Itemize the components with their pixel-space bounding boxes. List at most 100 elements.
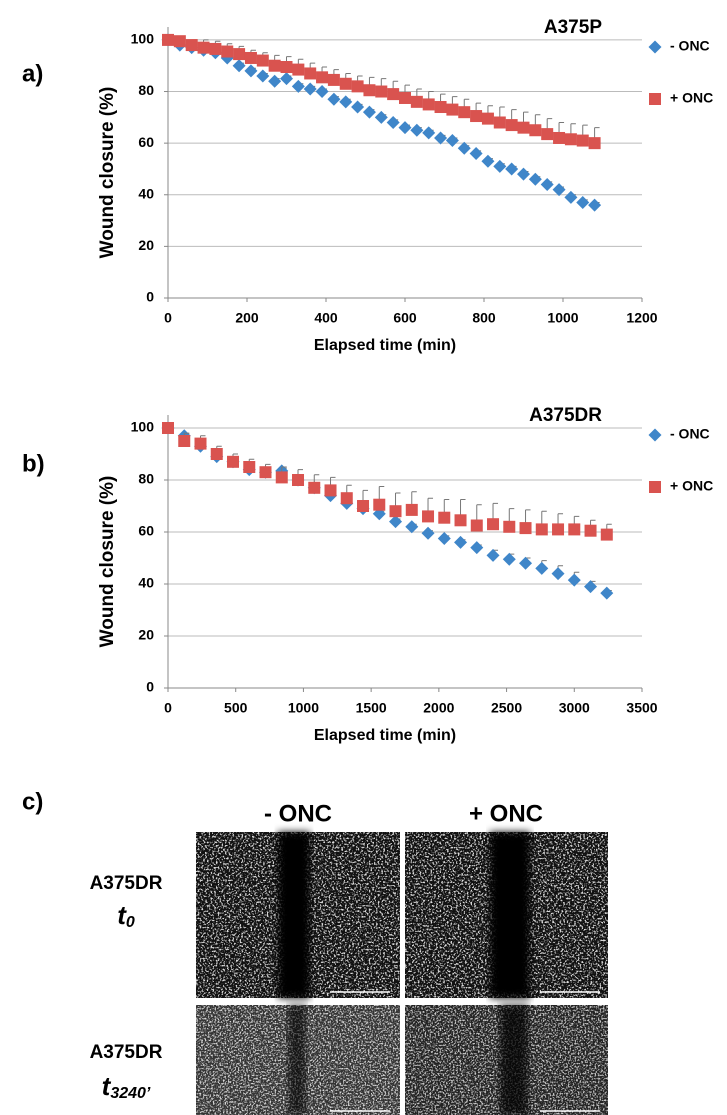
data-point (308, 481, 321, 494)
data-point (454, 535, 468, 549)
y-tick-label: 0 (146, 679, 154, 695)
data-point (275, 471, 288, 484)
x-tick-label: 800 (472, 310, 496, 326)
micrograph (196, 1005, 400, 1115)
legend-marker (648, 428, 662, 442)
data-point (541, 128, 554, 141)
series (162, 422, 613, 541)
data-point (178, 435, 191, 447)
data-point (551, 567, 565, 581)
data-point (503, 520, 516, 533)
time-subscript: 3240’ (110, 1085, 151, 1102)
data-point (422, 126, 436, 140)
column-label: - ONC (264, 800, 332, 827)
x-tick-label: 600 (393, 310, 417, 326)
data-point (564, 133, 577, 146)
data-point (268, 59, 281, 72)
y-tick-label: 60 (138, 134, 154, 150)
data-point (517, 167, 530, 181)
micrograph (405, 1005, 608, 1115)
x-tick-label: 1000 (288, 700, 319, 716)
legend-marker (648, 40, 662, 54)
micrograph (196, 832, 400, 998)
y-tick-label: 40 (138, 185, 154, 201)
data-point (552, 183, 566, 197)
data-point (552, 523, 565, 536)
x-tick-label: 0 (164, 700, 172, 716)
data-point (438, 511, 451, 524)
data-point (340, 492, 353, 505)
data-point (493, 159, 507, 173)
data-point (422, 510, 435, 523)
data-point (185, 39, 198, 52)
data-point (268, 74, 282, 88)
data-point (469, 146, 483, 160)
row-time: t0 (117, 900, 135, 931)
data-point (410, 95, 423, 108)
data-point (519, 522, 532, 535)
x-tick-label: 1500 (356, 700, 387, 716)
series (162, 33, 601, 150)
data-point (363, 84, 376, 97)
row-label: A375DR (90, 873, 163, 894)
data-point (357, 500, 370, 512)
data-point (437, 532, 451, 545)
data-point (486, 548, 500, 562)
y-tick-label: 20 (138, 627, 154, 643)
data-point (244, 64, 258, 78)
chart-title: A375DR (529, 405, 602, 426)
time-subscript: 0 (126, 914, 135, 931)
series (161, 421, 614, 600)
data-point (502, 552, 516, 566)
data-point (588, 198, 602, 212)
data-point (373, 498, 386, 511)
x-tick-label: 2000 (423, 700, 454, 716)
data-point (362, 105, 376, 119)
data-point (256, 69, 270, 83)
data-point (375, 85, 388, 98)
data-point (292, 474, 305, 486)
y-tick-label: 100 (131, 419, 155, 435)
data-point (304, 67, 317, 80)
data-point (244, 51, 257, 64)
data-point (399, 91, 411, 104)
legend-label: - ONC (670, 426, 710, 442)
data-point (454, 514, 467, 527)
data-point (564, 190, 578, 204)
data-point (292, 63, 305, 76)
data-point (470, 519, 483, 532)
chart-title: A375P (544, 17, 602, 38)
data-point (197, 41, 210, 54)
y-tick-label: 80 (138, 471, 154, 487)
data-point (280, 61, 293, 74)
time: t (102, 1071, 112, 1101)
data-point (256, 54, 269, 67)
x-tick-label: 3500 (626, 700, 657, 716)
panel-label: b) (22, 450, 45, 477)
panel-label: c) (22, 788, 43, 815)
data-point (576, 134, 589, 147)
data-point (505, 119, 518, 132)
data-point (291, 79, 305, 93)
data-point (535, 523, 548, 536)
data-point (162, 33, 174, 46)
x-tick-label: 2500 (491, 700, 522, 716)
data-point (194, 437, 207, 450)
data-point (519, 556, 533, 570)
data-point (457, 141, 471, 155)
x-tick-label: 1200 (626, 310, 657, 326)
row-time: t3240’ (102, 1071, 151, 1102)
data-point (351, 80, 364, 93)
data-point (389, 505, 402, 518)
data-point (553, 131, 566, 144)
data-point (446, 103, 459, 116)
data-point (405, 503, 418, 516)
data-point (324, 484, 337, 497)
y-tick-label: 20 (138, 237, 154, 253)
data-point (303, 82, 317, 96)
data-point (327, 73, 340, 86)
data-point (410, 123, 424, 137)
